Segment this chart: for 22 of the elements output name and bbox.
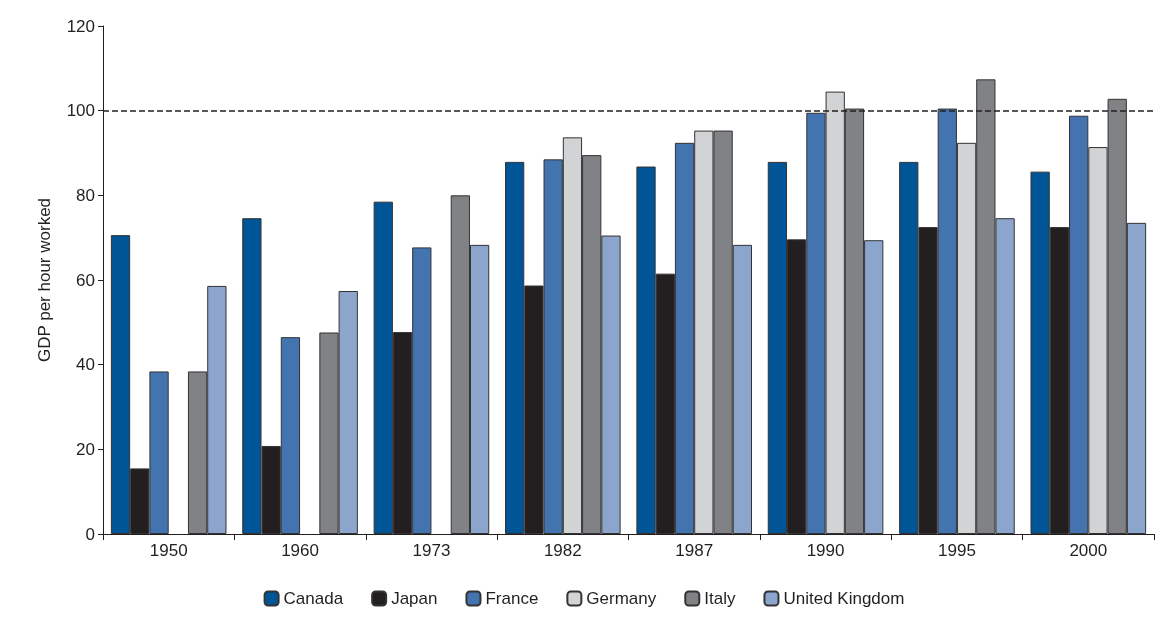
legend-label: United Kingdom bbox=[783, 589, 905, 608]
legend-label: Germany bbox=[586, 589, 657, 608]
x-tick-label: 1995 bbox=[938, 541, 976, 560]
legend-label: Canada bbox=[283, 589, 344, 608]
legend-label: Italy bbox=[704, 589, 736, 608]
x-tick-label: 1990 bbox=[806, 541, 845, 560]
y-tick-label: 0 bbox=[85, 524, 95, 544]
y-tick-label: 120 bbox=[66, 16, 95, 36]
legend-label: France bbox=[485, 589, 539, 608]
x-tick-label: 1982 bbox=[543, 541, 582, 560]
y-axis-title: GDP per hour worked bbox=[35, 197, 54, 363]
x-tick-label: 1960 bbox=[281, 541, 319, 560]
x-tick-label: 1950 bbox=[149, 541, 188, 560]
y-tick-label: 40 bbox=[76, 355, 95, 375]
x-tick-label: 1987 bbox=[675, 541, 714, 560]
x-tick-label: 2000 bbox=[1069, 541, 1108, 560]
y-tick-label: 60 bbox=[76, 270, 95, 290]
x-tick-label: 1973 bbox=[412, 541, 451, 560]
y-tick-label: 80 bbox=[76, 185, 95, 205]
y-tick-label: 100 bbox=[66, 101, 95, 121]
legend-label: Japan bbox=[391, 589, 438, 608]
y-tick-label: 20 bbox=[76, 439, 95, 459]
